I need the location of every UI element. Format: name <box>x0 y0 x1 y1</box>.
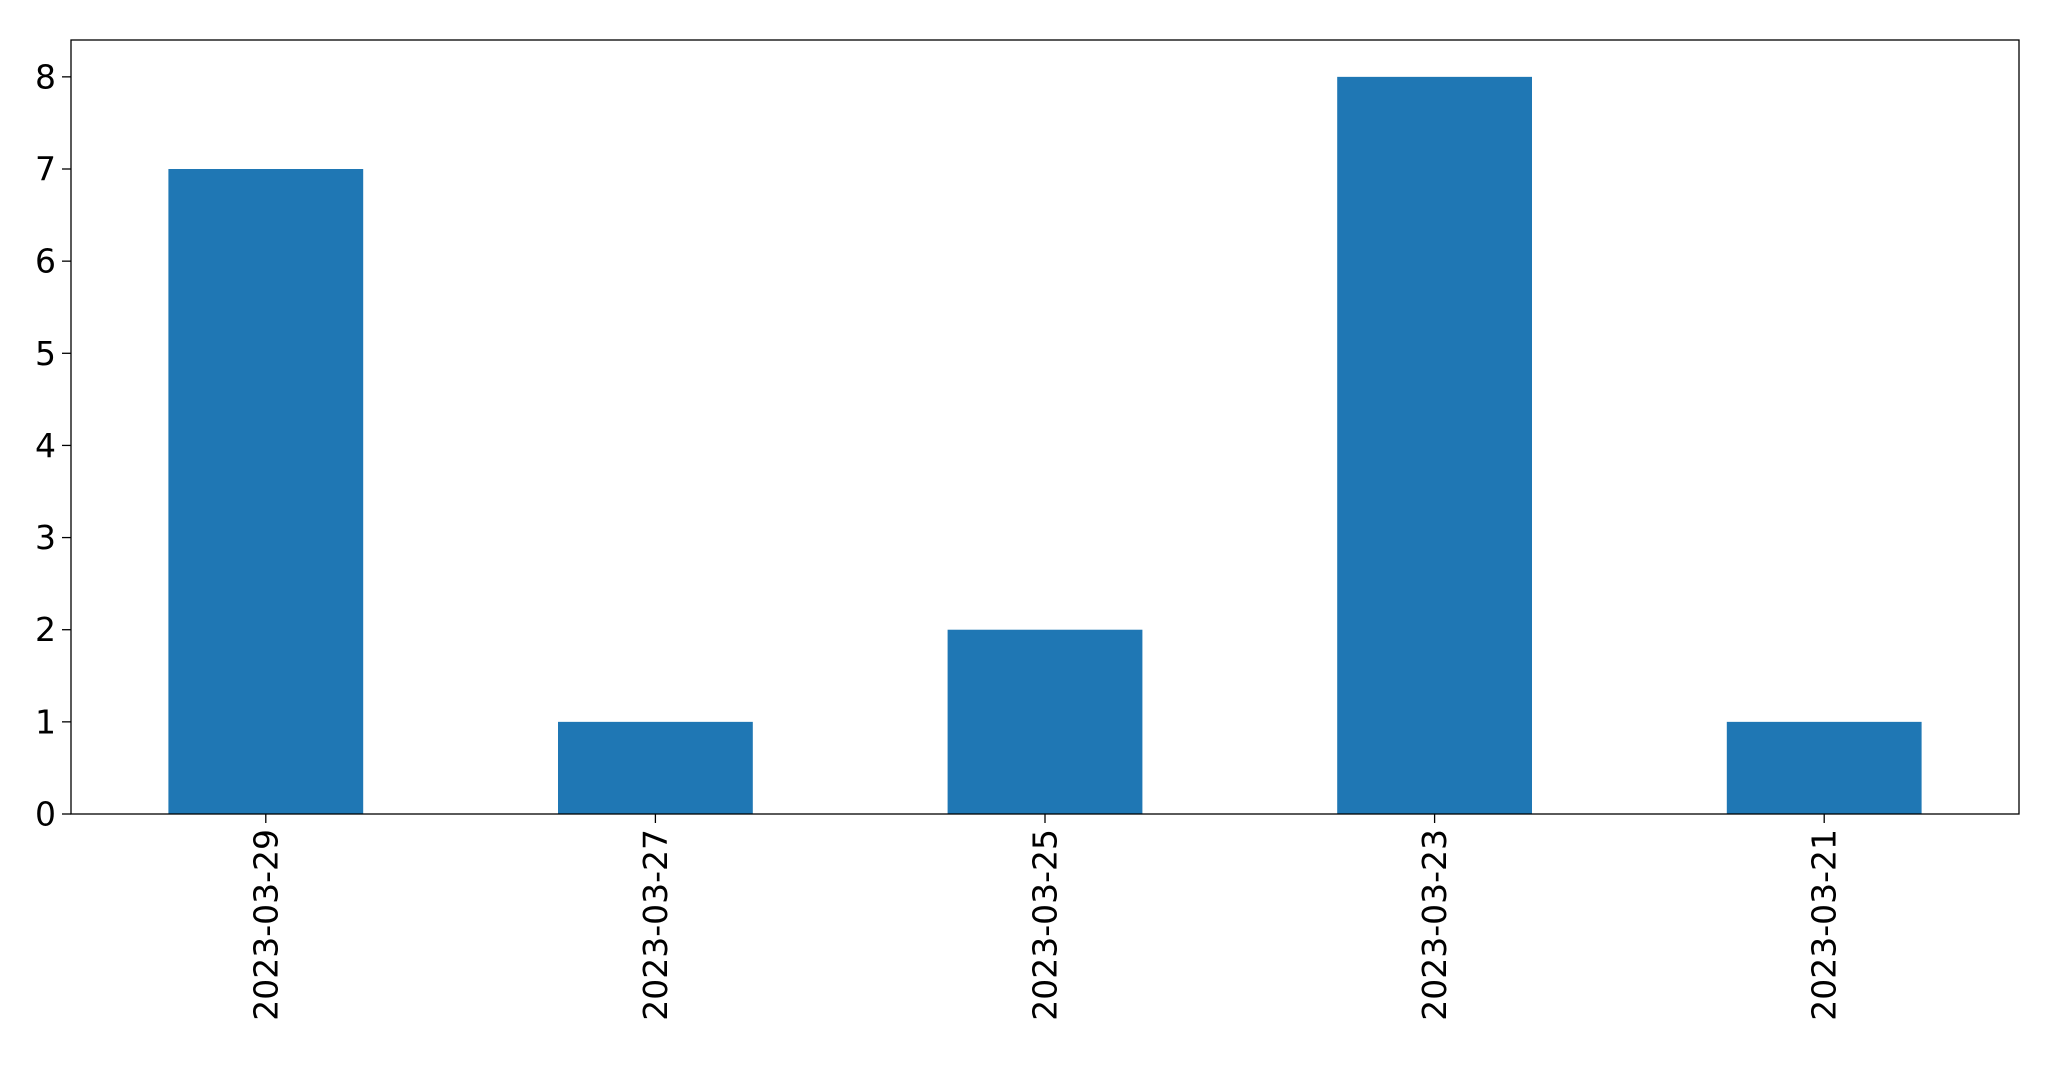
x-tick-label: 2023-03-23 <box>1415 829 1454 1021</box>
bar-2023-03-25 <box>947 629 1143 814</box>
y-tick-label: 5 <box>35 334 56 373</box>
y-tick-label: 1 <box>35 702 56 741</box>
y-tick-label: 6 <box>35 242 56 281</box>
x-tick-label: 2023-03-29 <box>246 829 285 1021</box>
x-tick-label: 2023-03-21 <box>1805 829 1844 1021</box>
y-tick-label: 3 <box>35 518 56 557</box>
y-tick-label: 7 <box>35 150 56 189</box>
bar-2023-03-27 <box>558 721 753 814</box>
bar-2023-03-29 <box>168 169 364 814</box>
bar-2023-03-23 <box>1337 76 1532 815</box>
x-axis: 2023-03-29 2023-03-27 2023-03-25 2023-03-23… <box>246 814 1844 1021</box>
bar-2023-03-21 <box>1726 721 1922 814</box>
x-tick-label: 2023-03-25 <box>1026 829 1065 1021</box>
y-tick-label: 8 <box>35 57 56 96</box>
y-tick-label: 0 <box>35 795 56 834</box>
bars-group <box>168 76 1922 815</box>
y-tick-label: 4 <box>35 426 56 465</box>
y-axis: 0 1 2 3 4 5 6 7 8 <box>35 57 71 834</box>
x-tick-label: 2023-03-27 <box>636 829 675 1021</box>
y-tick-label: 2 <box>35 610 56 649</box>
